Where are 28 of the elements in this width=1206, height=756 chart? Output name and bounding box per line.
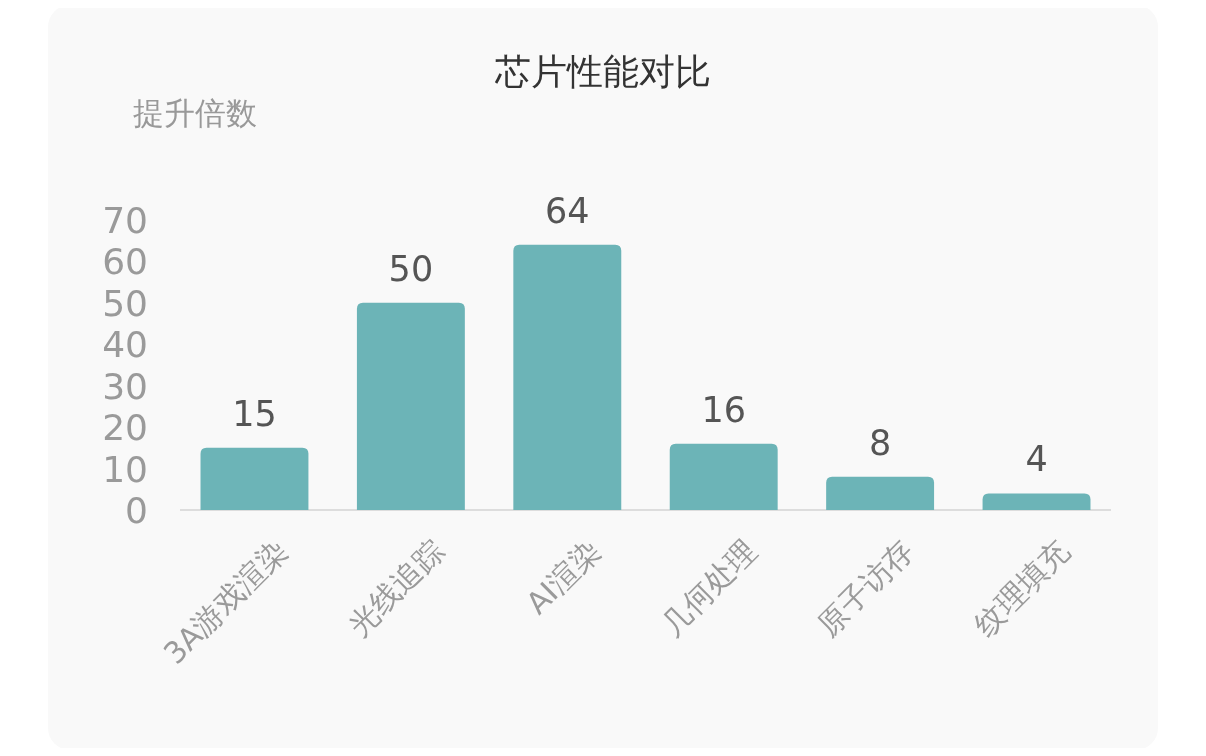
y-tick-label: 0	[125, 489, 148, 531]
y-tick-label: 70	[102, 199, 148, 241]
data-label: 15	[232, 393, 277, 434]
x-tick-label: 几何处理	[653, 533, 764, 643]
x-tick-label: 光线追踪	[341, 533, 451, 643]
y-axis-title: 提升倍数	[133, 95, 257, 131]
data-label: 64	[545, 190, 590, 231]
x-tick-label: AI渲染	[519, 533, 608, 621]
y-tick-label: 30	[102, 365, 148, 407]
bar	[513, 244, 622, 510]
bar	[356, 302, 465, 510]
y-tick-label: 10	[102, 448, 148, 490]
y-tick-label: 60	[102, 241, 148, 283]
y-tick-label: 50	[102, 282, 148, 324]
bar	[200, 447, 309, 510]
bar	[826, 476, 935, 510]
x-tick-label: 3A游戏渲染	[156, 533, 295, 671]
data-label: 8	[868, 422, 892, 463]
data-label: 16	[701, 389, 746, 430]
y-tick-label: 20	[102, 407, 148, 449]
bar	[669, 443, 778, 510]
bar	[982, 493, 1091, 510]
y-tick-label: 40	[102, 324, 148, 366]
data-label: 50	[388, 248, 434, 289]
data-label: 4	[1025, 439, 1048, 480]
chart-title: 芯片性能对比	[494, 51, 711, 92]
x-tick-label: 纹理填充	[966, 533, 1077, 643]
x-tick-label: 原子访存	[810, 533, 920, 643]
